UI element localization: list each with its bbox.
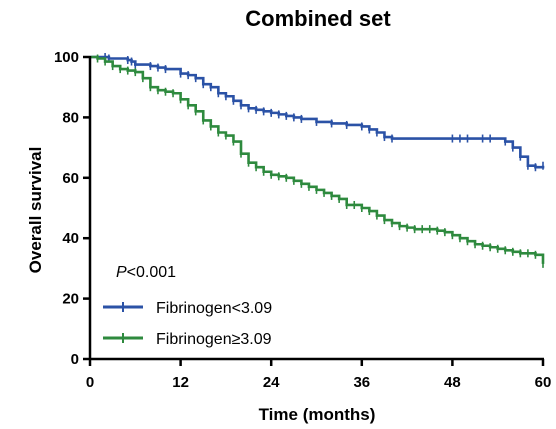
- legend-label: Fibrinogen<3.09: [156, 300, 272, 317]
- y-tick-label: 60: [62, 170, 79, 187]
- p-value-annotation: P<0.001: [116, 264, 176, 281]
- y-tick-label: 20: [62, 291, 79, 308]
- x-tick-label: 12: [172, 374, 189, 391]
- legend: Fibrinogen<3.09 Fibrinogen≥3.09: [103, 300, 272, 348]
- chart-title: Combined set: [245, 6, 391, 31]
- y-axis-label: Overall survival: [26, 147, 45, 274]
- x-axis-ticks: 0 12 24 36 48 60: [86, 359, 552, 391]
- x-axis-label: Time (months): [259, 405, 376, 424]
- y-tick-label: 0: [71, 351, 79, 368]
- series-layer: [90, 53, 545, 268]
- legend-label: Fibrinogen≥3.09: [156, 331, 272, 348]
- x-tick-label: 36: [353, 374, 370, 391]
- x-tick-label: 0: [86, 374, 94, 391]
- y-tick-label: 100: [54, 49, 79, 66]
- p-value-text: <0.001: [127, 264, 176, 281]
- series-line-0: [90, 55, 545, 169]
- x-tick-label: 60: [535, 374, 552, 391]
- x-tick-label: 24: [263, 374, 280, 391]
- p-value-prefix: P: [116, 264, 127, 281]
- y-tick-label: 40: [62, 230, 79, 247]
- x-tick-label: 48: [444, 374, 461, 391]
- y-axis-ticks: 0 20 40 60 80 100: [54, 49, 90, 368]
- y-tick-label: 80: [62, 109, 79, 126]
